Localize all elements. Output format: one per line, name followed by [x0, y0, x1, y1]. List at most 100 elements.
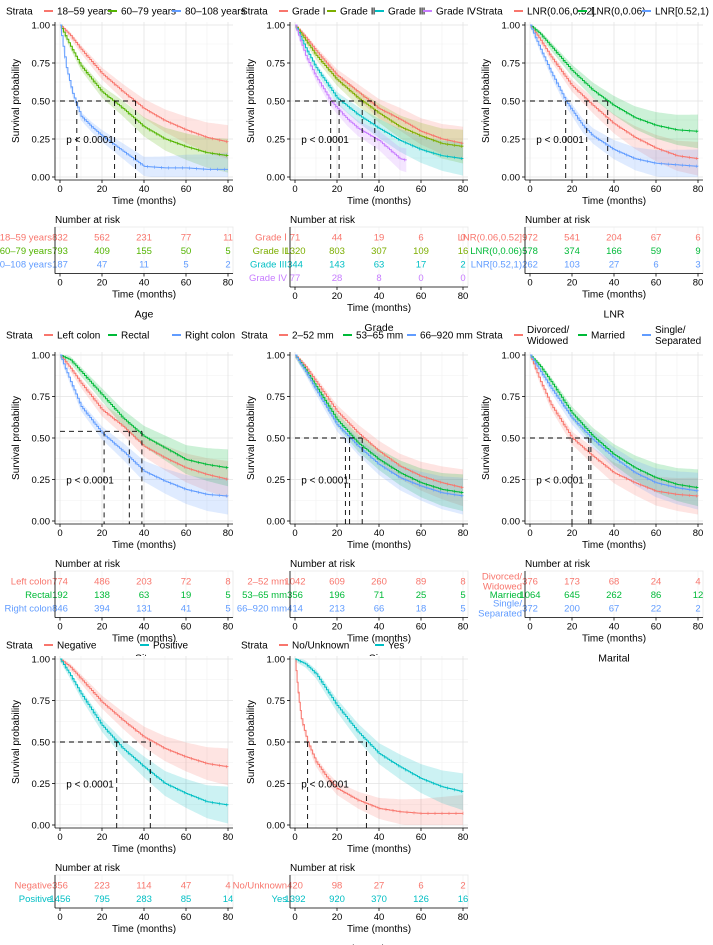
survival-curve: [530, 354, 699, 497]
risk-count: 2: [695, 603, 700, 614]
risk-x-axis-title: Time (months): [347, 924, 411, 935]
x-tick-label: 40: [374, 832, 385, 843]
panel-cea: Strata Negative Positive 0.00 0.25 0.50 0.75 1.…: [6, 641, 234, 945]
p-value-label: p < 0.0001: [301, 780, 349, 791]
x-axis-title: Time (months): [347, 196, 411, 207]
risk-count: 6: [418, 232, 423, 243]
risk-x-tick-label: 0: [292, 291, 297, 302]
x-tick-label: 40: [139, 832, 150, 843]
x-tick-label: 40: [139, 528, 150, 539]
legend-entry: Grade Ⅲ: [388, 7, 425, 18]
confidence-band: [60, 25, 228, 173]
legend-strata-label: Strata: [241, 7, 268, 18]
p-value-label: p < 0.0001: [536, 476, 584, 487]
y-tick-label: 0.25: [32, 475, 51, 486]
survival-curve: [60, 658, 229, 768]
confidence-band: [530, 25, 698, 149]
confidence-band: [60, 355, 228, 498]
survival-curve: [295, 354, 464, 497]
risk-row-label: Grade III: [250, 259, 287, 270]
risk-row-label: LNR[0.52,1): [471, 259, 522, 270]
legend-entry: 60–79 years: [121, 7, 176, 18]
y-tick-label: 0.50: [32, 434, 51, 445]
legend-entry-line: Single/: [655, 325, 686, 336]
risk-count: 394: [94, 603, 110, 614]
risk-x-axis-title: Time (months): [112, 634, 176, 645]
confidence-band: [295, 355, 463, 512]
legend-entry: 53–65 mm: [356, 331, 403, 342]
risk-count: 1320: [284, 246, 305, 257]
risk-count: 71: [374, 590, 385, 601]
risk-count: 420: [287, 880, 303, 891]
survival-curve: [295, 658, 464, 792]
risk-count: 72: [181, 576, 192, 587]
risk-row-label: 2–52 mm: [247, 576, 287, 587]
risk-count: 6: [695, 232, 700, 243]
risk-table-title: Number at risk: [290, 559, 356, 570]
legend-entry-line: Widowed: [527, 336, 568, 347]
risk-count: 86: [651, 590, 662, 601]
risk-count: 77: [181, 232, 192, 243]
risk-count: 609: [329, 576, 345, 587]
risk-count: 1392: [284, 894, 305, 905]
y-tick-label: 1.00: [267, 351, 286, 362]
risk-count: 14: [223, 894, 234, 905]
risk-count: 4: [225, 880, 230, 891]
risk-count: 47: [97, 259, 108, 270]
risk-count: 2: [460, 259, 465, 270]
risk-count: 22: [651, 603, 662, 614]
risk-x-tick-label: 20: [332, 291, 343, 302]
risk-count: 131: [136, 603, 152, 614]
p-value-label: p < 0.0001: [301, 135, 349, 146]
y-axis-title: Survival probability: [11, 396, 22, 480]
p-value-label: p < 0.0001: [66, 476, 114, 487]
legend-strata-label: Strata: [476, 7, 503, 18]
legend-entry: Left colon: [57, 331, 100, 342]
x-tick-label: 60: [651, 184, 662, 195]
survival-curve: [530, 354, 699, 488]
risk-count: 66: [374, 603, 385, 614]
risk-x-tick-label: 60: [181, 278, 192, 289]
survival-curve: [295, 354, 464, 488]
risk-count: 126: [413, 894, 429, 905]
risk-count: 774: [52, 576, 68, 587]
risk-x-axis-title: Time (months): [582, 634, 646, 645]
risk-row-label: Married: [490, 590, 522, 601]
risk-count: 372: [522, 603, 538, 614]
x-tick-label: 0: [57, 184, 62, 195]
risk-x-tick-label: 60: [416, 622, 427, 633]
risk-row-label: Grade II: [253, 246, 287, 257]
risk-x-tick-label: 40: [139, 912, 150, 923]
legend-entry: No/Unknown: [292, 641, 349, 652]
risk-row-label: Negative: [15, 880, 53, 891]
confidence-band: [60, 355, 228, 515]
x-tick-label: 40: [139, 184, 150, 195]
y-tick-label: 0.00: [32, 517, 51, 528]
risk-count: 2: [225, 259, 230, 270]
x-tick-label: 20: [332, 184, 343, 195]
panel-caption: CEA: [133, 943, 155, 945]
risk-row-label: 60–79 years: [0, 246, 52, 257]
risk-count: 0: [460, 273, 465, 284]
risk-count: 28: [332, 273, 343, 284]
risk-row-label: Yes: [272, 894, 288, 905]
risk-count: 187: [52, 259, 68, 270]
risk-count: 1456: [49, 894, 70, 905]
survival-curve: [60, 24, 229, 143]
survival-curve: [295, 24, 407, 161]
y-tick-label: 0.50: [267, 97, 286, 108]
risk-count: 204: [606, 232, 622, 243]
risk-row-label: Right colon: [4, 603, 52, 614]
risk-count: 24: [651, 576, 662, 587]
x-axis-title: Time (months): [112, 540, 176, 551]
y-tick-label: 0.50: [267, 738, 286, 749]
risk-count: 307: [371, 246, 387, 257]
risk-count: 59: [651, 246, 662, 257]
survival-curve: [295, 658, 463, 814]
legend-entry: LNR[0.52,1): [655, 7, 709, 18]
confidence-band: [530, 355, 698, 515]
legend-entry: Divorced/Widowed: [527, 325, 569, 347]
risk-count: 8: [376, 273, 381, 284]
survival-curve: [530, 354, 699, 492]
risk-x-tick-label: 60: [416, 912, 427, 923]
